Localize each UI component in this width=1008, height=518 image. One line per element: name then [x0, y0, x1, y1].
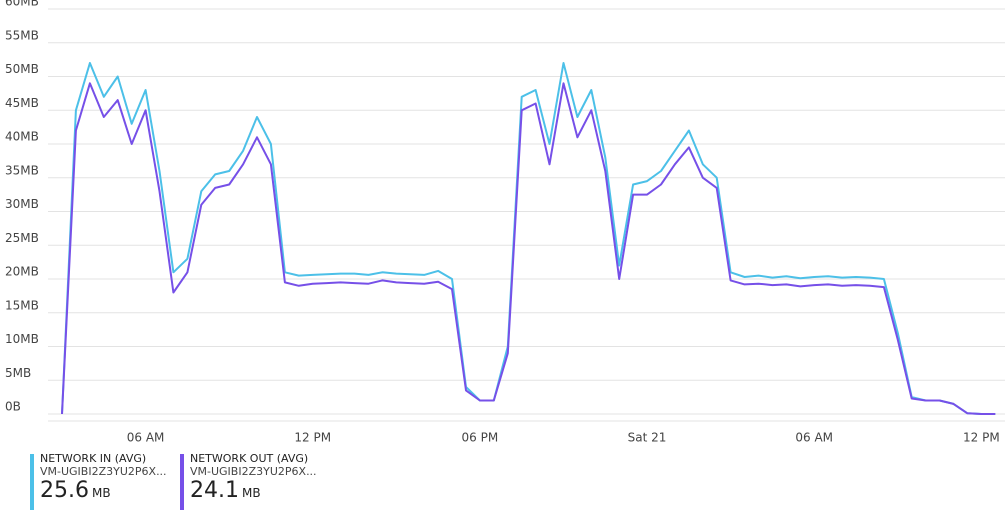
legend-val: 25.6 — [40, 478, 89, 503]
y-tick-label: 15MB — [5, 298, 39, 312]
legend-name: NETWORK OUT (AVG) — [190, 452, 309, 465]
legend-bar — [180, 454, 184, 510]
legend-name: NETWORK IN (AVG) — [40, 452, 147, 465]
y-tick-label: 45MB — [5, 96, 39, 110]
y-tick-label: 5MB — [5, 366, 31, 380]
legend-val: 24.1 — [190, 478, 239, 503]
y-tick-label: 10MB — [5, 332, 39, 346]
legend-unit: MB — [91, 486, 111, 500]
x-tick-label: 06 AM — [127, 431, 165, 445]
y-tick-label: 60MB — [5, 0, 39, 9]
y-tick-label: 40MB — [5, 130, 39, 144]
legend-res: VM-UGIBI2Z3YU2P6X... — [190, 465, 317, 478]
x-tick-label: Sat 21 — [628, 431, 667, 445]
legend-row: 25.6 MB — [40, 478, 167, 503]
legend-bar — [30, 454, 34, 510]
y-tick-label: 35MB — [5, 163, 39, 177]
y-tick-label: 30MB — [5, 197, 39, 211]
legend-item: NETWORK OUT (AVG) VM-UGIBI2Z3YU2P6X... 24.… — [180, 452, 317, 510]
chart: 0B 5MB 10MB 15MB 20MB 25MB 30MB 35MB 40MB 45MB 50M… — [5, 0, 1005, 445]
legend-item: NETWORK IN (AVG) VM-UGIBI2Z3YU2P6X... 25.6… — [30, 452, 167, 510]
legend-row: 24.1 MB — [190, 478, 317, 503]
x-tick-label: 06 PM — [462, 431, 499, 445]
y-tick-label: 0B — [5, 400, 21, 414]
x-tick-label: 12 PM — [294, 431, 331, 445]
y-tick-label: 25MB — [5, 231, 39, 245]
legend-unit: MB — [241, 486, 261, 500]
series-line — [61, 62, 996, 415]
series-line — [61, 82, 996, 415]
y-tick-label: 20MB — [5, 265, 39, 279]
x-tick-label: 06 AM — [795, 431, 833, 445]
legend-res: VM-UGIBI2Z3YU2P6X... — [40, 465, 167, 478]
x-tick-label: 12 PM — [963, 431, 1000, 445]
y-tick-label: 55MB — [5, 28, 39, 42]
y-tick-label: 50MB — [5, 62, 39, 76]
